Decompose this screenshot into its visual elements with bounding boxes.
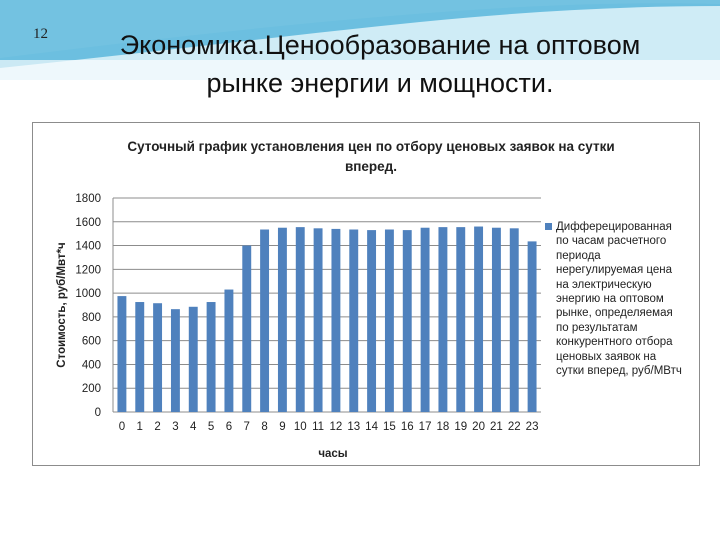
- bar-chart: Суточный график установления цен по отбо…: [56, 139, 615, 460]
- legend-line: по результатам: [556, 321, 638, 334]
- x-tick-label: 21: [490, 421, 503, 433]
- x-tick-label: 8: [261, 421, 267, 433]
- legend-line: энергию на оптовом: [556, 293, 664, 306]
- y-axis-title: Стоимость, руб/Мвт*ч: [56, 242, 68, 367]
- bar-hour-4: [188, 306, 198, 412]
- x-tick-label: 11: [312, 421, 324, 433]
- x-tick-label: 14: [365, 421, 378, 433]
- y-tick-label: 1000: [75, 288, 101, 300]
- x-tick-label: 16: [401, 421, 414, 433]
- header-wave-decoration: [0, 0, 720, 80]
- bar-hour-7: [242, 245, 252, 412]
- x-tick-label: 4: [190, 421, 197, 433]
- y-tick-label: 200: [82, 383, 101, 395]
- legend-line: сутки вперед, руб/МВтч: [556, 365, 682, 378]
- bar-hour-2: [153, 303, 163, 412]
- bar-hour-10: [295, 227, 305, 412]
- legend-line: Дифферецированная: [556, 221, 672, 233]
- slide-title-line-1: Экономика.Ценообразование на оптовом: [119, 30, 641, 60]
- bar-hour-17: [420, 227, 430, 412]
- x-tick-label: 13: [347, 421, 360, 433]
- chart-title-line-1: Суточный график установления цен по отбо…: [127, 139, 614, 154]
- bar-hour-12: [331, 228, 341, 412]
- x-tick-label: 7: [244, 421, 250, 433]
- y-tick-label: 1200: [75, 264, 101, 276]
- legend-line: рынке, определяемая: [556, 307, 673, 320]
- chart-legend: Дифферецированная по часам расчетного пери…: [545, 220, 695, 378]
- y-tick-label: 800: [82, 312, 101, 324]
- x-tick-label: 6: [226, 421, 232, 433]
- y-tick-label: 400: [82, 359, 101, 371]
- x-tick-label: 9: [279, 421, 285, 433]
- x-tick-label: 17: [419, 421, 432, 433]
- x-tick-label: 3: [172, 421, 178, 433]
- legend-color-key: [545, 223, 552, 230]
- y-tick-label: 1600: [75, 217, 101, 229]
- x-tick-label: 0: [119, 421, 125, 433]
- x-tick-label: 20: [472, 421, 485, 433]
- slide-title: Экономика.Ценообразование на оптовом рын…: [60, 26, 700, 102]
- bar-hour-20: [474, 226, 484, 412]
- legend-line: нерегулируемая цена: [556, 264, 672, 277]
- bar-hour-9: [277, 227, 287, 412]
- bar-hour-21: [491, 227, 501, 412]
- legend-line: конкурентного отбора: [556, 336, 673, 349]
- legend-line: по часам расчетного: [556, 235, 667, 248]
- x-tick-label: 10: [294, 421, 307, 433]
- bar-hour-8: [260, 229, 270, 412]
- y-tick-label: 1800: [75, 193, 101, 205]
- y-tick-label: 1400: [75, 241, 101, 253]
- bar-hour-1: [135, 302, 145, 412]
- x-tick-label: 22: [508, 421, 521, 433]
- bar-hour-15: [384, 229, 394, 412]
- bar-hour-3: [170, 309, 180, 412]
- bar-hour-13: [349, 229, 359, 412]
- x-tick-label: 12: [330, 421, 343, 433]
- x-axis-title: часы: [318, 448, 347, 460]
- bar-hour-18: [438, 227, 448, 412]
- wave-top: [0, 0, 720, 68]
- bar-hour-23: [527, 241, 537, 412]
- legend-line: периода: [556, 249, 601, 262]
- legend-line: ценовых заявок на: [556, 350, 657, 363]
- x-tick-label: 19: [454, 421, 467, 433]
- x-tick-label: 15: [383, 421, 396, 433]
- x-tick-label: 2: [154, 421, 160, 433]
- x-tick-label: 1: [137, 421, 143, 433]
- bar-hour-6: [224, 289, 234, 412]
- bar-hour-0: [117, 296, 127, 412]
- x-tick-label: 23: [526, 421, 539, 433]
- chart-title-line-2: вперед.: [345, 159, 397, 174]
- bar-hour-22: [509, 228, 519, 412]
- x-tick-label: 5: [208, 421, 214, 433]
- bar-hour-5: [206, 302, 216, 412]
- slide-title-line-2: рынке энергии и мощности.: [206, 68, 554, 98]
- slide-number: 12: [33, 26, 48, 42]
- bar-hour-14: [367, 230, 377, 412]
- x-tick-label: 18: [437, 421, 450, 433]
- legend-line: на электрическую: [556, 278, 652, 291]
- y-tick-label: 600: [82, 336, 101, 348]
- legend-label: Дифферецированная по часам расчетного пери…: [556, 220, 695, 378]
- chart-frame: Суточный график установления цен по отбо…: [32, 122, 700, 466]
- bar-hour-11: [313, 228, 323, 412]
- bar-hour-19: [456, 227, 466, 412]
- bar-hour-16: [402, 230, 412, 412]
- y-tick-label: 0: [95, 407, 101, 419]
